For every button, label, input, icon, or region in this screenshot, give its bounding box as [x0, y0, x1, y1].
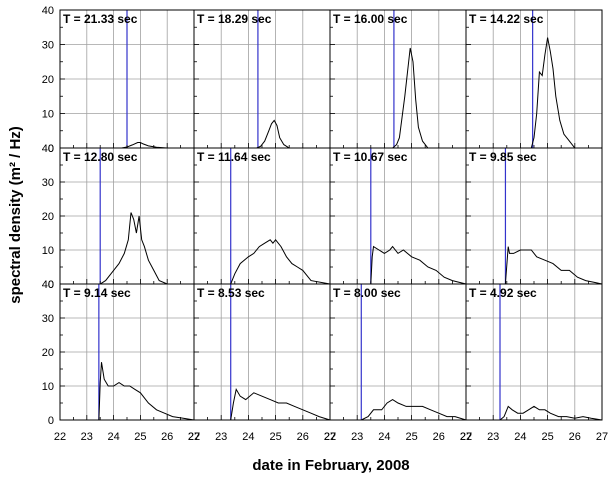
x-tick-label: 25 [541, 431, 553, 443]
x-tick-label: 26 [433, 431, 445, 443]
y-tick-label: 40 [42, 143, 54, 155]
x-tick-label: 25 [405, 431, 417, 443]
panel-title: T = 8.53 sec [197, 286, 265, 300]
x-tick-label: 27 [596, 431, 608, 443]
panel-11: T = 8.00 sec [329, 283, 467, 421]
spectrum-line [330, 47, 466, 149]
y-tick-label: 0 [48, 279, 54, 291]
y-tick-label: 30 [42, 40, 54, 52]
x-tick-label: 22 [54, 431, 66, 443]
panel-title: T = 18.29 sec [197, 12, 272, 26]
x-tick-label: 23 [351, 431, 363, 443]
x-tick-label: 26 [569, 431, 581, 443]
panel-9: T = 9.14 sec [59, 283, 195, 421]
panel-4: T = 14.22 sec [465, 9, 603, 149]
panel-title: T = 11.64 sec [197, 150, 271, 164]
panel-6: T = 11.64 sec [193, 147, 331, 285]
panel-1: T = 21.33 sec [59, 9, 195, 149]
panel-title: T = 9.14 sec [63, 286, 131, 300]
y-tick-label: 40 [42, 279, 54, 291]
x-tick-label: 24 [378, 431, 390, 443]
x-tick-label: 22 [324, 431, 336, 443]
panel-10: T = 8.53 sec [193, 283, 331, 421]
x-tick-label: 23 [487, 431, 499, 443]
spectrum-line [194, 238, 331, 285]
y-tick-label: 20 [42, 347, 54, 359]
y-tick-label: 20 [42, 74, 54, 86]
y-tick-label: 10 [42, 245, 54, 257]
spectrum-line [194, 388, 331, 421]
x-tick-label: 24 [107, 431, 119, 443]
x-tick-label: 27 [188, 431, 200, 443]
panel-title: T = 14.22 sec [469, 12, 544, 26]
y-tick-label: 20 [42, 211, 54, 223]
spectrum-line [466, 37, 602, 149]
y-axis-label: spectral density (m² / Hz) [7, 126, 24, 304]
y-tick-label: 40 [42, 5, 54, 17]
spectrum-line [60, 362, 195, 421]
panel-8: T = 9.85 sec [465, 147, 603, 285]
panel-title: T = 10.67 sec [333, 150, 408, 164]
y-tick-label: 30 [42, 177, 54, 189]
y-tick-label: 0 [48, 415, 54, 427]
y-tick-label: 10 [42, 381, 54, 393]
x-tick-label: 25 [269, 431, 281, 443]
x-tick-label: 23 [81, 431, 93, 443]
spectrum-line [466, 405, 603, 421]
x-tick-label: 27 [324, 431, 336, 443]
x-tick-label: 24 [514, 431, 526, 443]
panel-title: T = 4.92 sec [469, 286, 537, 300]
x-axis-label: date in February, 2008 [252, 457, 409, 474]
panel-title: T = 16.00 sec [333, 12, 408, 26]
panel-title: T = 8.00 sec [333, 286, 401, 300]
panel-2: T = 18.29 sec [193, 9, 331, 149]
spectrum-line [330, 245, 467, 285]
spectrum-line [60, 212, 194, 285]
panel-5: T = 12.80 sec [59, 147, 195, 285]
panel-12: T = 4.92 sec [465, 283, 603, 421]
x-tick-label: 27 [460, 431, 472, 443]
x-tick-label: 26 [161, 431, 173, 443]
y-tick-label: 30 [42, 313, 54, 325]
spectrum-line [466, 246, 603, 285]
panel-title: T = 12.80 sec [63, 150, 138, 164]
y-tick-label: 10 [42, 109, 54, 121]
panel-3: T = 16.00 sec [329, 9, 467, 149]
spectrum-line [330, 399, 467, 421]
panel-7: T = 10.67 sec [329, 147, 467, 285]
x-tick-label: 26 [297, 431, 309, 443]
y-tick-label: 0 [48, 143, 54, 155]
spectrum-line [194, 119, 330, 149]
x-tick-label: 24 [242, 431, 254, 443]
x-tick-label: 22 [188, 431, 200, 443]
x-tick-label: 25 [134, 431, 146, 443]
x-tick-label: 23 [215, 431, 227, 443]
panel-title: T = 21.33 sec [63, 12, 138, 26]
x-tick-label: 22 [460, 431, 472, 443]
panel-title: T = 9.85 sec [469, 150, 537, 164]
